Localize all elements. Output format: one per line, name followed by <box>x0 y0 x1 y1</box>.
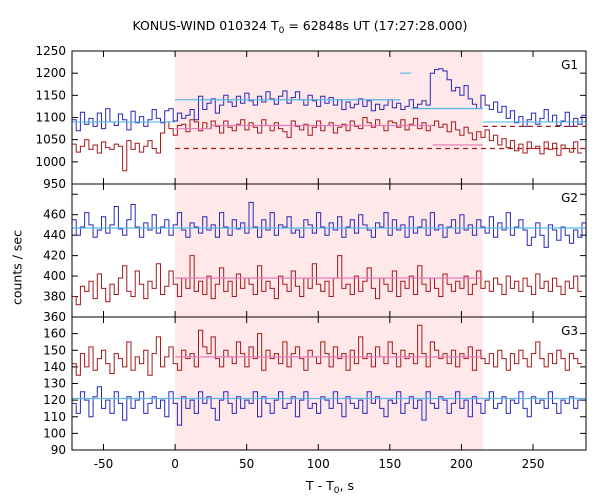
x-tick-label: 150 <box>378 457 401 471</box>
y-tick-label: 100 <box>43 426 66 440</box>
x-tick-label: 50 <box>239 457 254 471</box>
y-tick-label: 1100 <box>35 111 66 125</box>
y-tick-label: 400 <box>43 269 66 283</box>
y-tick-label: 360 <box>43 310 66 324</box>
series-line-b <box>72 255 582 306</box>
y-tick-label: 140 <box>43 360 66 374</box>
y-tick-label: 1050 <box>35 133 66 147</box>
series-line-a <box>72 324 582 376</box>
y-tick-label: 120 <box>43 393 66 407</box>
y-tick-label: 1200 <box>35 66 66 80</box>
y-tick-label: 1000 <box>35 155 66 169</box>
highlight-interval <box>175 51 483 450</box>
y-tick-label: 460 <box>43 208 66 222</box>
series-line-a <box>72 68 587 132</box>
y-axis-label: counts / sec <box>9 230 25 306</box>
y-tick-label: 440 <box>43 228 66 242</box>
panel-label: G2 <box>561 191 578 205</box>
y-tick-label: 420 <box>43 249 66 263</box>
y-tick-label: 950 <box>43 177 66 191</box>
x-tick-label: 0 <box>171 457 179 471</box>
y-tick-label: 160 <box>43 327 66 341</box>
panel-label: G3 <box>561 324 578 338</box>
y-tick-label: 1150 <box>35 88 66 102</box>
x-axis-label: T - T0, s <box>306 478 354 496</box>
y-tick-label: 90 <box>51 443 66 457</box>
series-line-a <box>72 201 587 248</box>
y-tick-label: 150 <box>43 343 66 357</box>
x-tick-label: -50 <box>94 457 114 471</box>
x-tick-label: 250 <box>522 457 545 471</box>
x-tick-label: 100 <box>307 457 330 471</box>
panel-label: G1 <box>561 58 578 72</box>
chart-title: KONUS-WIND 010324 T0 = 62848s UT (17:27:… <box>132 18 468 36</box>
y-tick-label: 110 <box>43 410 66 424</box>
x-tick-label: 200 <box>450 457 473 471</box>
y-tick-label: 130 <box>43 377 66 391</box>
series-line-b <box>72 386 582 426</box>
panel-frame <box>71 316 587 451</box>
y-tick-label: 1250 <box>35 44 66 58</box>
y-tick-label: 380 <box>43 290 66 304</box>
